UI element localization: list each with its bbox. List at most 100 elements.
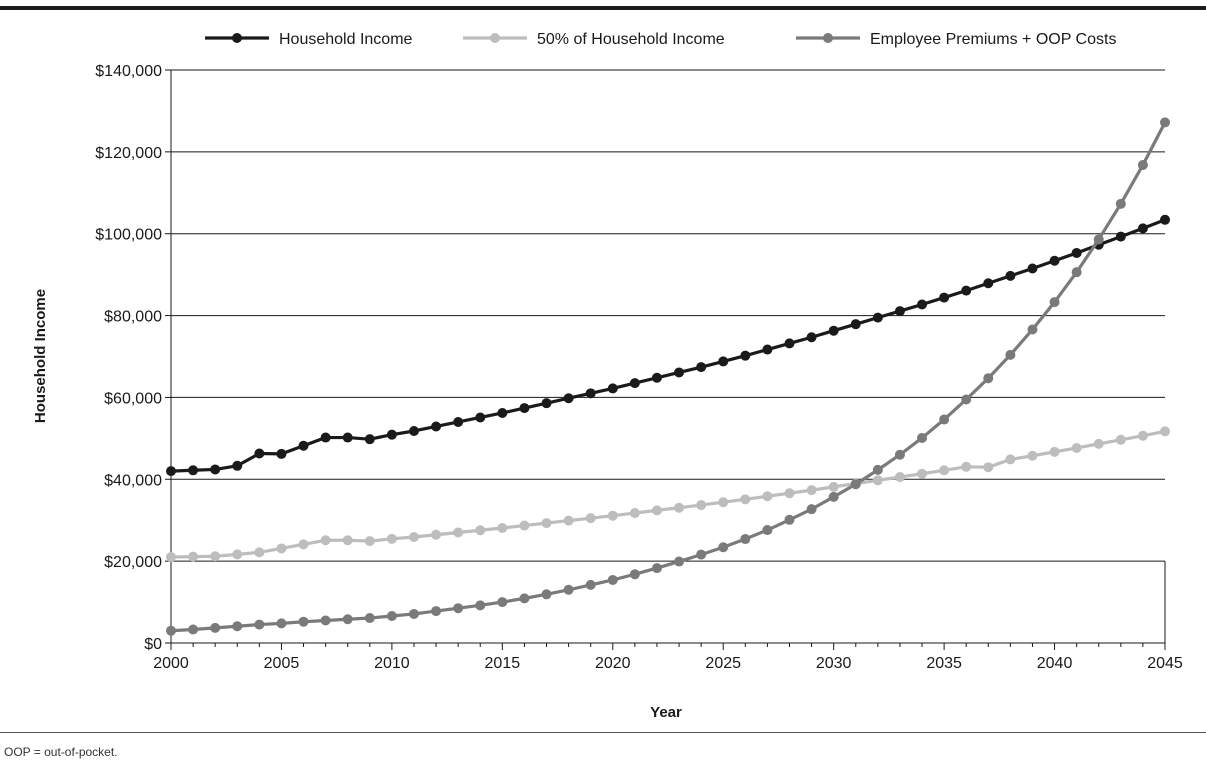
data-point — [718, 497, 729, 508]
data-point — [850, 319, 861, 330]
data-point — [585, 388, 596, 399]
series-2 — [166, 426, 1170, 563]
data-point — [1093, 234, 1104, 245]
data-point — [408, 425, 419, 436]
data-point — [1027, 324, 1038, 335]
data-point — [453, 527, 464, 538]
data-point — [342, 535, 353, 546]
data-point — [784, 488, 795, 499]
data-point — [188, 551, 199, 562]
data-point — [166, 625, 176, 636]
data-point — [850, 479, 861, 490]
data-point — [740, 494, 751, 505]
series-line — [170, 121, 1167, 633]
data-point — [166, 466, 176, 477]
legend-swatch-marker — [823, 33, 833, 43]
data-point — [651, 505, 662, 516]
data-point — [1115, 231, 1126, 242]
data-point — [276, 543, 287, 554]
data-point — [453, 416, 464, 427]
data-point — [828, 325, 839, 336]
y-tick-label: $100,000 — [95, 227, 162, 244]
x-tick-label: 2030 — [816, 655, 852, 672]
data-point — [607, 510, 618, 521]
data-point — [475, 412, 486, 423]
data-point — [651, 563, 662, 574]
series-3 — [166, 117, 1170, 636]
legend-swatch-marker — [490, 33, 500, 43]
data-point — [1137, 430, 1148, 441]
legend: Household Income 50% of Household Income E… — [205, 31, 1116, 48]
data-point — [917, 299, 928, 310]
data-point — [386, 429, 397, 440]
data-point — [1049, 255, 1060, 266]
data-point — [784, 514, 795, 525]
series-line — [170, 429, 1166, 559]
data-point — [1115, 434, 1126, 445]
data-point — [828, 481, 839, 492]
data-point — [497, 407, 508, 418]
data-point — [629, 569, 640, 580]
data-point — [696, 549, 707, 560]
data-point — [1005, 454, 1016, 465]
x-tick-label: 2010 — [374, 655, 410, 672]
data-point — [784, 338, 795, 349]
x-tick-label: 2025 — [705, 655, 741, 672]
data-point — [276, 448, 287, 459]
data-point — [961, 461, 972, 472]
legend-item: Employee Premiums + OOP Costs — [796, 31, 1116, 48]
data-point — [740, 534, 751, 545]
data-point — [519, 593, 530, 604]
data-point — [431, 421, 442, 432]
data-point — [342, 432, 353, 443]
data-point — [585, 579, 596, 590]
data-point — [210, 551, 221, 562]
top-rule — [0, 6, 1206, 10]
data-point — [1137, 159, 1148, 170]
data-point — [232, 460, 243, 471]
legend-label: 50% of Household Income — [537, 31, 725, 48]
data-point — [740, 350, 751, 361]
data-point — [497, 522, 508, 533]
data-point — [1115, 198, 1126, 209]
data-point — [453, 603, 464, 614]
data-point — [585, 513, 596, 524]
data-point — [541, 589, 552, 600]
data-point — [762, 525, 773, 536]
data-point — [210, 464, 221, 475]
data-point — [983, 278, 994, 289]
data-point — [806, 332, 817, 343]
data-point — [872, 475, 883, 486]
series-lines — [166, 117, 1170, 636]
y-tick-label: $120,000 — [95, 145, 162, 162]
data-point — [254, 448, 265, 459]
data-point — [696, 362, 707, 373]
legend-swatch-marker — [232, 33, 242, 43]
data-point — [497, 597, 508, 608]
y-axis-title: Household Income — [32, 289, 49, 423]
data-point — [894, 449, 905, 460]
x-tick-label: 2020 — [595, 655, 631, 672]
data-point — [408, 531, 419, 542]
legend-item: Household Income — [205, 31, 413, 48]
tick-labels: $0 $20,000 $40,000 $60,000 $80,000 $100,000 $1… — [95, 63, 1183, 672]
x-axis-title: Year — [650, 704, 682, 721]
data-point — [674, 367, 685, 378]
data-point — [188, 465, 199, 476]
data-point — [872, 464, 883, 475]
y-tick-label: $60,000 — [104, 390, 162, 407]
data-point — [431, 529, 442, 540]
data-point — [607, 383, 618, 394]
data-point — [541, 398, 552, 409]
x-tick-label: 2045 — [1147, 655, 1183, 672]
data-point — [475, 600, 486, 611]
data-point — [298, 440, 309, 451]
data-point — [1093, 438, 1104, 449]
data-point — [1005, 270, 1016, 281]
data-point — [607, 574, 618, 585]
data-point — [894, 306, 905, 317]
data-point — [166, 552, 176, 563]
data-point — [254, 547, 265, 558]
data-point — [232, 549, 243, 560]
data-point — [188, 624, 199, 635]
